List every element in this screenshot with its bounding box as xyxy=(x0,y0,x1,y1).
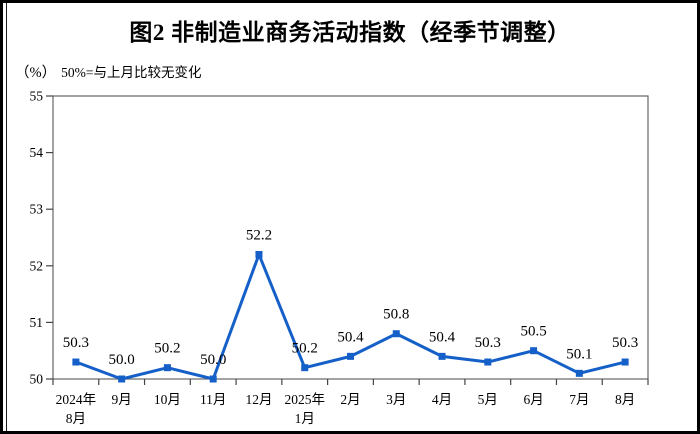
axis-unit-note: （%） 50%=与上月比较无变化 xyxy=(15,61,201,82)
plot-area xyxy=(52,95,649,380)
data-point-label: 50.2 xyxy=(292,341,318,357)
x-axis-tick-label: 8月 xyxy=(615,392,635,407)
inner-left-rule xyxy=(6,0,7,434)
data-point-label: 50.8 xyxy=(383,307,409,323)
data-point-label: 50.4 xyxy=(429,329,456,345)
x-axis-tick-label: 1月 xyxy=(295,411,315,426)
data-point-label: 50.3 xyxy=(475,335,501,351)
x-axis-tick-label: 2月 xyxy=(340,392,360,407)
chart-title: 图2 非制造业商务活动指数（经季节调整） xyxy=(129,20,571,45)
data-point-marker xyxy=(209,375,217,383)
x-axis-tick-label: 10月 xyxy=(154,392,181,407)
x-axis-tick-label: 4月 xyxy=(432,392,452,407)
data-point-marker xyxy=(72,358,80,366)
x-axis-tick-label: 3月 xyxy=(386,392,406,407)
y-axis-tick-label: 53 xyxy=(30,202,44,217)
data-point-label: 50.1 xyxy=(566,346,592,362)
data-point-label: 52.2 xyxy=(246,227,272,243)
x-axis-tick-label: 6月 xyxy=(523,392,543,407)
data-point-marker xyxy=(301,364,309,372)
data-point-label: 50.5 xyxy=(520,324,546,340)
data-point-marker xyxy=(438,352,446,360)
data-point-marker xyxy=(484,358,492,366)
data-point-marker xyxy=(118,375,126,383)
x-axis-tick-label: 2025年 xyxy=(284,392,325,407)
data-point-label: 50.2 xyxy=(154,341,180,357)
x-axis-tick-label: 8月 xyxy=(66,411,86,426)
y-axis-tick-label: 55 xyxy=(30,89,44,104)
y-axis-tick-label: 50 xyxy=(30,372,44,387)
y-axis-tick-label: 51 xyxy=(30,315,44,330)
data-point-marker xyxy=(575,369,583,377)
data-point-marker xyxy=(347,352,354,360)
data-point-label: 50.0 xyxy=(200,352,226,368)
y-axis-tick-label: 52 xyxy=(30,258,44,273)
x-axis-tick-label: 2024年 xyxy=(56,392,97,407)
data-point-marker xyxy=(621,358,629,366)
line-chart: 50 51 52 53 54 55 2024年 8月 9月 10月 11月 12月 2025年 1月 2月 3… xyxy=(30,89,649,426)
data-point-marker xyxy=(255,250,263,258)
x-axis-tick-label: 9月 xyxy=(112,392,132,407)
data-point-marker xyxy=(530,347,538,355)
data-point-label: 50.3 xyxy=(612,335,638,351)
data-point-marker xyxy=(392,330,400,338)
x-axis-tick-label: 7月 xyxy=(569,392,589,407)
x-axis-tick-label: 5月 xyxy=(478,392,498,407)
change-note: 50%=与上月比较无变化 xyxy=(61,65,202,80)
data-point-label: 50.0 xyxy=(109,352,135,368)
x-axis-tick-label: 12月 xyxy=(245,392,272,407)
x-axis-tick-label: 11月 xyxy=(200,392,227,407)
unit-label: （%） xyxy=(15,65,57,81)
data-point-label: 50.3 xyxy=(63,335,89,351)
y-axis-tick-label: 54 xyxy=(30,145,44,160)
data-point-label: 50.4 xyxy=(337,329,364,345)
data-point-marker xyxy=(163,364,171,372)
